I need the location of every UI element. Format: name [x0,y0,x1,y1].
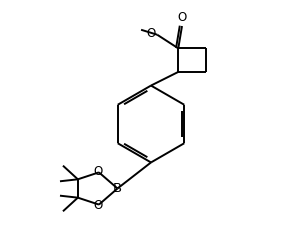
Text: O: O [146,27,156,40]
Text: B: B [113,182,122,195]
Text: O: O [94,165,103,178]
Text: O: O [94,199,103,212]
Text: O: O [177,11,187,24]
